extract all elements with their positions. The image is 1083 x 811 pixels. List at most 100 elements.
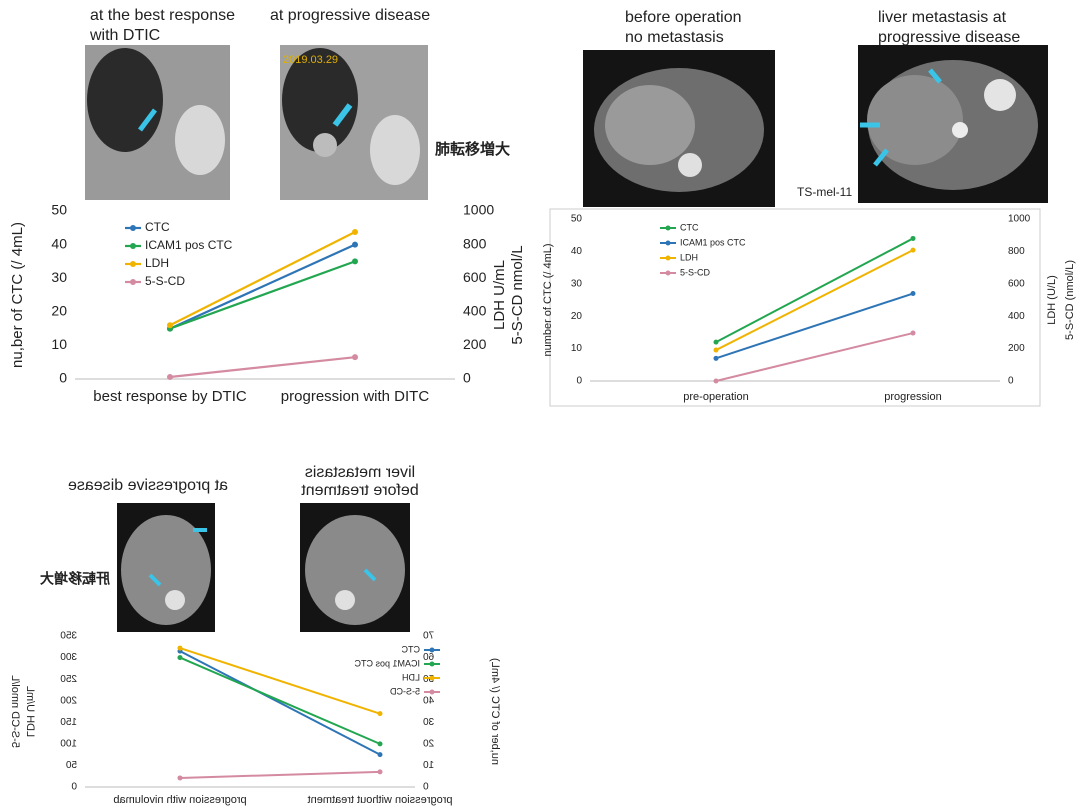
legend-label: 5-S-CD <box>145 274 185 288</box>
panel-1: at the best response with DTIC at progre… <box>85 7 510 200</box>
caption: liver metastasis at <box>878 9 1007 26</box>
y2-tick-label: 400 <box>1008 311 1025 322</box>
y2-tick-label: 200 <box>60 695 77 706</box>
data-point <box>714 379 719 384</box>
ct-image: 2019.03.29 <box>280 45 428 200</box>
y2-axis-label: LDH U/mL <box>24 686 36 737</box>
legend-marker <box>666 256 671 261</box>
data-point <box>911 331 916 336</box>
series-line <box>170 245 355 329</box>
plot-frame <box>550 209 1040 406</box>
legend-marker <box>666 271 671 276</box>
series-line <box>180 658 380 744</box>
data-point <box>714 348 719 353</box>
y2-tick-label: 100 <box>60 738 77 749</box>
y2-tick-label: 50 <box>65 760 77 771</box>
y-axis-label: number of CTC (/ 4mL) <box>542 243 554 356</box>
y-tick-label: 20 <box>423 738 435 749</box>
legend-marker <box>130 225 136 231</box>
legend-label: ICAM1 pos CTC <box>354 658 420 668</box>
legend-label: 5-S-CD <box>389 686 420 696</box>
legend-label: 5-S-CD <box>680 267 711 277</box>
legend-marker <box>430 648 435 653</box>
ct-image <box>858 45 1048 203</box>
data-point <box>352 242 358 248</box>
series-line <box>716 333 913 381</box>
sample-id: TS-mel-11 <box>797 185 852 199</box>
x-tick-label: progression with nivolumab <box>113 794 246 806</box>
figure: at the best response with DTIC at progre… <box>0 0 1083 811</box>
y2-axis-label: LDH U/mL <box>491 260 508 330</box>
y-tick-label: 40 <box>423 695 435 706</box>
legend-marker <box>430 676 435 681</box>
y2-tick-label: 800 <box>1008 246 1025 257</box>
legend-marker <box>430 662 435 667</box>
y2-tick-label: 800 <box>463 235 487 251</box>
y2-tick-label: 0 <box>463 370 471 386</box>
series-line <box>716 250 913 350</box>
x-tick-label: progression with DITC <box>281 388 430 405</box>
y2-tick-label: 0 <box>1008 376 1014 387</box>
caption: liver metastasis <box>305 464 415 481</box>
legend-marker <box>130 243 136 249</box>
y-tick-label: 30 <box>423 717 435 728</box>
legend-label: CTC <box>680 222 699 232</box>
panel-3: at progressive disease liver metastasis … <box>9 464 501 806</box>
caption: before treatment <box>301 482 419 499</box>
y2-axis-label: 5-S-CD nmol/L <box>9 675 21 748</box>
y-tick-label: 40 <box>51 235 67 251</box>
y2-tick-label: 1000 <box>1008 214 1031 225</box>
y-tick-label: 0 <box>59 370 67 386</box>
y2-tick-label: 1000 <box>463 202 494 218</box>
x-tick-label: best response by DTIC <box>93 388 247 405</box>
x-tick-label: pre-operation <box>683 391 748 403</box>
data-point <box>352 258 358 264</box>
y-tick-label: 10 <box>571 343 583 354</box>
data-point <box>378 752 383 757</box>
y2-axis-label: LDH (U/L) <box>1046 275 1058 325</box>
caption: no metastasis <box>625 29 724 46</box>
data-point <box>714 356 719 361</box>
legend-marker <box>430 690 435 695</box>
ct-image <box>583 50 775 207</box>
y2-tick-label: 0 <box>71 782 77 793</box>
data-point <box>714 340 719 345</box>
caption: with DTIC <box>89 27 160 44</box>
data-point <box>378 769 383 774</box>
chart: 0102030405002004006008001000number of CT… <box>542 209 1076 406</box>
panel-2: before operation no metastasis liver met… <box>583 9 1048 207</box>
y2-tick-label: 250 <box>60 674 77 685</box>
legend-marker <box>130 279 136 285</box>
y-tick-label: 30 <box>51 269 67 285</box>
ct-image <box>85 45 230 200</box>
caption: progressive disease <box>878 29 1020 46</box>
data-point <box>378 711 383 716</box>
y2-tick-label: 300 <box>60 652 77 663</box>
y2-tick-label: 350 <box>60 631 77 642</box>
y-tick-label: 20 <box>571 311 583 322</box>
legend-marker <box>666 226 671 231</box>
legend-label: LDH <box>680 252 698 262</box>
legend-label: ICAM1 pos CTC <box>145 238 233 252</box>
y2-tick-label: 150 <box>60 717 77 728</box>
data-point <box>911 291 916 296</box>
legend-label: LDH <box>145 256 169 270</box>
legend-marker <box>130 261 136 267</box>
y-tick-label: 50 <box>51 202 67 218</box>
data-point <box>167 322 173 328</box>
caption: at the best response <box>90 7 235 24</box>
legend-marker <box>666 241 671 246</box>
data-point <box>178 775 183 780</box>
legend-label: ICAM1 pos CTC <box>680 237 746 247</box>
annotation: 肺転移増大 <box>435 140 510 158</box>
series-line <box>170 357 355 377</box>
legend-label: CTC <box>145 220 170 234</box>
ct-image <box>117 503 215 632</box>
y-tick-label: 30 <box>571 278 583 289</box>
annotation: 肝転移増大 <box>40 571 110 587</box>
ct-image <box>300 503 410 632</box>
data-point <box>911 236 916 241</box>
series-line <box>180 772 380 778</box>
series-line <box>170 261 355 328</box>
y2-tick-label: 600 <box>463 269 487 285</box>
